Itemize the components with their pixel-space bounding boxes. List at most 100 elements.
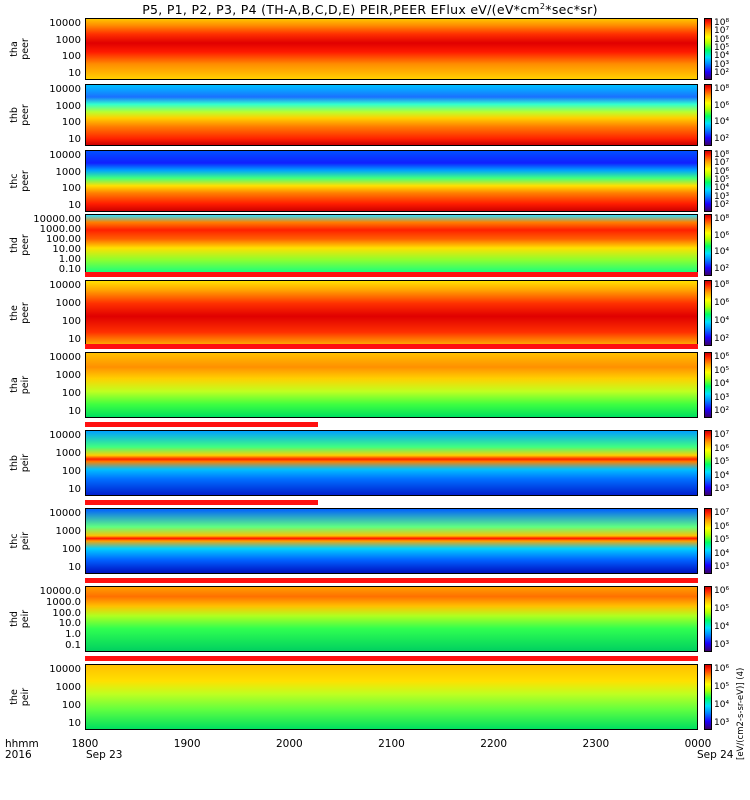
y-tick-label: 1.00 <box>58 254 81 265</box>
colorbar-tick-label: 10⁴ <box>714 183 730 194</box>
y-tick-label: 100 <box>61 51 81 63</box>
colorbar-tick-label: 10² <box>714 264 730 274</box>
colorbar <box>704 430 712 496</box>
colorbar-tick-label: 10³ <box>714 562 730 572</box>
data-flag-bar <box>85 272 698 277</box>
spectrogram-image <box>85 150 698 212</box>
x-axis-row2-label: 2016 <box>5 749 32 761</box>
y-tick-label: 1000 <box>55 34 81 46</box>
x-tick-label: 0000 <box>684 738 712 750</box>
spectrogram-panel <box>85 352 698 418</box>
x-tick-label: 2000 <box>275 738 303 750</box>
y-tick-label: 10 <box>68 484 81 495</box>
colorbar-tick-label: 10⁵ <box>714 43 730 53</box>
colorbar-tick-label: 10⁵ <box>714 535 730 545</box>
spectrogram-image <box>85 352 698 418</box>
title-tail: *sec*sr) <box>545 2 598 18</box>
data-flag-bar <box>85 656 698 661</box>
colorbar <box>704 150 712 212</box>
y-tick-label: 1000 <box>55 166 81 178</box>
title-text: P5, P1, P2, P3, P4 (TH-A,B,C,D,E) PEIR,P… <box>142 2 540 18</box>
spectrogram-panel <box>85 214 698 276</box>
y-tick-label: 100 <box>61 183 81 195</box>
y-tick-label: 10 <box>68 406 81 417</box>
y-tick-label: 10000 <box>49 150 81 161</box>
x-start-date: Sep 23 <box>86 749 123 761</box>
spectrogram-image <box>85 84 698 146</box>
panel-y-label-line: thc <box>9 533 20 549</box>
panel-y-label-line: the <box>9 305 20 321</box>
colorbar-tick-label: 10⁸ <box>714 280 730 290</box>
y-tick-label: 100 <box>61 544 81 555</box>
spectrogram-panel <box>85 150 698 212</box>
colorbar <box>704 664 712 730</box>
y-tick-label: 1.0 <box>65 629 81 641</box>
x-tick-label: 2100 <box>378 738 405 750</box>
panel-y-label-line: tha <box>9 41 20 57</box>
x-tick-label: 2300 <box>582 738 610 750</box>
colorbar-tick-label: 10⁵ <box>714 604 730 614</box>
colorbar-tick-label: 10² <box>714 200 730 210</box>
colorbar-tick-label: 10³ <box>714 191 730 202</box>
y-tick-label: 1000 <box>55 448 81 459</box>
colorbar-tick-label: 10⁷ <box>714 26 730 37</box>
plot-title: P5, P1, P2, P3, P4 (TH-A,B,C,D,E) PEIR,P… <box>60 2 680 17</box>
colorbar-tick-label: 10⁷ <box>714 158 730 169</box>
y-tick-label: 10.0 <box>58 618 81 630</box>
panel-y-label-line: thb <box>9 455 20 471</box>
colorbar-tick-label: 10⁴ <box>714 316 730 326</box>
spectrogram-image <box>85 18 698 80</box>
colorbar-tick-label: 10² <box>714 406 730 416</box>
data-flag-bar <box>85 500 318 505</box>
y-tick-label: 1000 <box>55 298 81 309</box>
colorbar-tick-label: 10⁸ <box>714 18 730 28</box>
y-tick-label: 1000 <box>55 682 81 693</box>
y-tick-label: 100 <box>61 700 81 711</box>
colorbar-tick-label: 10⁶ <box>714 521 730 532</box>
spectrogram-panel <box>85 280 698 346</box>
y-tick-label: 10.00 <box>52 244 81 255</box>
colorbar-unit-label: [eV/(cm2-s-sr-eV)] (4) <box>736 667 746 760</box>
colorbar-tick-label: 10⁴ <box>714 247 730 258</box>
colorbar-tick-label: 10⁴ <box>714 117 730 128</box>
y-tick-label: 10000 <box>49 508 81 519</box>
colorbar-tick-label: 10² <box>714 134 730 144</box>
x-axis-row1-label: hhmm <box>5 738 39 750</box>
data-flag-bar <box>85 578 698 583</box>
colorbar-tick-label: 10³ <box>714 484 730 494</box>
data-flag-bar <box>85 422 318 427</box>
colorbar-tick-label: 10³ <box>714 718 730 728</box>
x-end-date: Sep 24 <box>697 749 734 761</box>
colorbar-tick-label: 10⁴ <box>714 379 730 389</box>
y-tick-label: 10000 <box>49 430 81 441</box>
spectrogram-panel <box>85 430 698 496</box>
colorbar-tick-label: 10⁶ <box>714 230 730 241</box>
title-superscript: 2 <box>539 2 546 11</box>
colorbar <box>704 508 712 574</box>
colorbar <box>704 18 712 80</box>
colorbar-tick-label: 10⁶ <box>714 664 730 674</box>
colorbar-tick-label: 10⁸ <box>714 84 730 94</box>
x-tick-label: 2200 <box>480 738 508 750</box>
colorbar-tick-label: 10⁶ <box>714 443 730 454</box>
y-tick-label: 1000 <box>55 526 81 537</box>
spectrogram-panel <box>85 508 698 574</box>
colorbar <box>704 352 712 418</box>
panel-y-label-line: thd <box>9 611 20 627</box>
colorbar-tick-label: 10⁸ <box>714 214 730 224</box>
y-tick-label: 10 <box>68 562 81 573</box>
colorbar-tick-label: 10⁶ <box>714 100 730 111</box>
spectrogram-panel <box>85 84 698 146</box>
colorbar-tick-label: 10⁴ <box>714 51 730 62</box>
spectrogram-image <box>85 214 698 276</box>
colorbar-tick-label: 10⁵ <box>714 365 730 376</box>
colorbar-tick-label: 10⁵ <box>714 175 730 185</box>
spectrogram-panel <box>85 586 698 652</box>
y-tick-label: 100.0 <box>52 607 81 619</box>
colorbar-tick-label: 10⁶ <box>714 298 730 308</box>
spectrogram-panel <box>85 664 698 730</box>
y-tick-label: 100 <box>61 316 81 327</box>
colorbar-tick-label: 10⁴ <box>714 548 730 559</box>
y-tick-label: 10000 <box>49 18 81 29</box>
y-tick-label: 10 <box>68 718 81 729</box>
